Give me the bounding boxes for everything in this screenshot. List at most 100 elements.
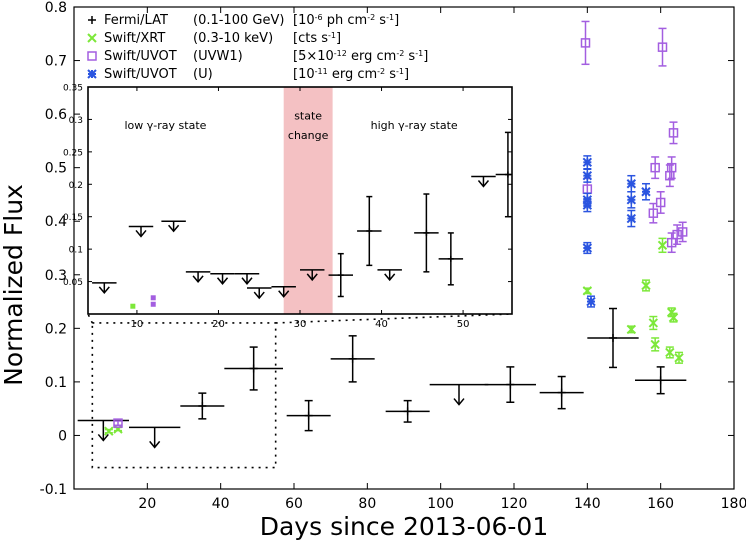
legend-band: (0.3-10 keV)	[193, 31, 273, 46]
y-tick-label: 0.8	[45, 0, 67, 16]
square-marker	[650, 162, 660, 173]
data-point	[582, 241, 593, 255]
y-tick-label: 0.3	[45, 268, 67, 284]
inset-x-tick-label: 40	[375, 319, 388, 330]
legend-instrument: Fermi/LAT	[104, 13, 168, 28]
legend: Fermi/LAT (0.1-100 GeV) [10-6 ph cm-2 s-1]…	[87, 13, 428, 83]
legend-instrument: Swift/UVOT	[104, 49, 177, 64]
superscript: -1	[328, 31, 336, 40]
inset-series-fermi	[92, 131, 512, 300]
inset-data-point	[328, 252, 353, 298]
legend-entry-uvw1: Swift/UVOT (UVW1) [5×10-12 erg cm-2 s-1]	[87, 49, 428, 65]
inset-data-point	[438, 232, 464, 286]
data-point	[626, 209, 637, 228]
data-point	[650, 156, 660, 180]
data-point	[677, 221, 688, 243]
x-marker	[648, 318, 659, 328]
inset-data-point	[495, 131, 512, 218]
inset-data-point	[357, 195, 382, 267]
square-marker	[655, 197, 666, 208]
upper-limit-arrowhead	[384, 273, 396, 282]
inset-data-point	[150, 295, 156, 301]
inset-x-tick-label: 50	[457, 319, 470, 330]
upper-limit-arrowhead	[306, 273, 318, 282]
upper-limit-arrowhead	[241, 277, 253, 285]
legend-band: (UVW1)	[193, 49, 243, 64]
data-point	[666, 232, 677, 254]
legend-band: (U)	[193, 67, 213, 82]
x-marker	[104, 426, 114, 436]
x-marker	[87, 33, 97, 43]
y-tick-label: 0.7	[45, 54, 67, 70]
data-point	[224, 346, 283, 391]
main-plot: 20 40 60 80 100 120 140 160 180 -0.1 0 0.1 0.2 0.3 0.4…	[40, 0, 746, 512]
superscript: -1	[415, 49, 423, 58]
x-tick-label: 20	[138, 496, 156, 512]
x-marker	[657, 240, 668, 251]
inset-data-point	[210, 273, 235, 285]
inset-data-point	[130, 303, 136, 309]
data-point	[586, 295, 596, 308]
square-marker	[87, 51, 97, 61]
data-point	[582, 155, 593, 170]
series-xrt	[104, 237, 684, 436]
inset-data-point	[247, 287, 272, 300]
data-point	[657, 237, 668, 254]
x-marker	[674, 353, 684, 363]
data-point	[650, 337, 660, 352]
superscript: -2	[396, 49, 404, 58]
inset-x-tick-label: 30	[294, 319, 307, 330]
zoom-region-box	[91, 322, 277, 469]
inset-y-tick-label: 0.25	[63, 148, 83, 158]
x-tick-label: 40	[212, 496, 230, 512]
data-point	[626, 324, 637, 335]
legend-units: [cts s-1]	[293, 31, 341, 47]
data-point	[484, 366, 536, 403]
x-marker	[641, 280, 651, 291]
x-tick-label: 140	[574, 496, 601, 512]
data-point	[666, 156, 677, 180]
data-point	[668, 312, 679, 323]
upper-limit-arrowhead	[97, 433, 109, 442]
y-axis-label: Normalized Flux	[0, 184, 28, 386]
data-point	[655, 191, 666, 214]
data-point	[657, 27, 668, 67]
upper-limit-arrowhead	[253, 291, 265, 300]
upper-limit-arrowhead	[216, 277, 229, 285]
x-tick-label: 160	[647, 496, 674, 512]
data-point	[385, 399, 430, 423]
data-point	[582, 168, 593, 183]
y-tick-label: 0.4	[45, 214, 67, 230]
inset-data	[92, 131, 512, 309]
x-tick-label: 60	[285, 496, 303, 512]
data-point	[674, 351, 684, 364]
x-marker	[113, 424, 123, 434]
inset-data-point	[161, 220, 186, 233]
series-uvw1	[113, 20, 688, 428]
series-fermi	[77, 307, 687, 449]
data-point	[429, 383, 489, 406]
legend-units: [5×10-12 erg cm-2 s-1]	[293, 49, 428, 65]
upper-limit-arrowhead	[192, 275, 204, 284]
data-point	[539, 375, 584, 410]
zoom-box	[87, 313, 513, 469]
inset-data-point	[92, 282, 117, 295]
inset-x-tick-label: 10	[131, 319, 144, 330]
legend-units: [10-11 erg cm-2 s-1]	[293, 67, 409, 83]
data-point	[580, 20, 591, 66]
data-point	[665, 346, 675, 359]
superscript: -1	[386, 13, 394, 22]
data-point	[587, 307, 639, 369]
x-marker	[582, 286, 593, 296]
superscript: -11	[315, 67, 328, 76]
x-tick-label: 180	[721, 496, 746, 512]
legend-instrument: Swift/UVOT	[104, 67, 177, 82]
inset-data-point	[377, 269, 402, 282]
data-point	[286, 399, 331, 432]
y-tick-label: -0.1	[40, 482, 67, 498]
inset-y-tick-label: 0.05	[63, 278, 83, 288]
inset-data-point	[128, 225, 154, 238]
square-marker	[580, 38, 591, 48]
inset-data-point	[185, 271, 211, 284]
